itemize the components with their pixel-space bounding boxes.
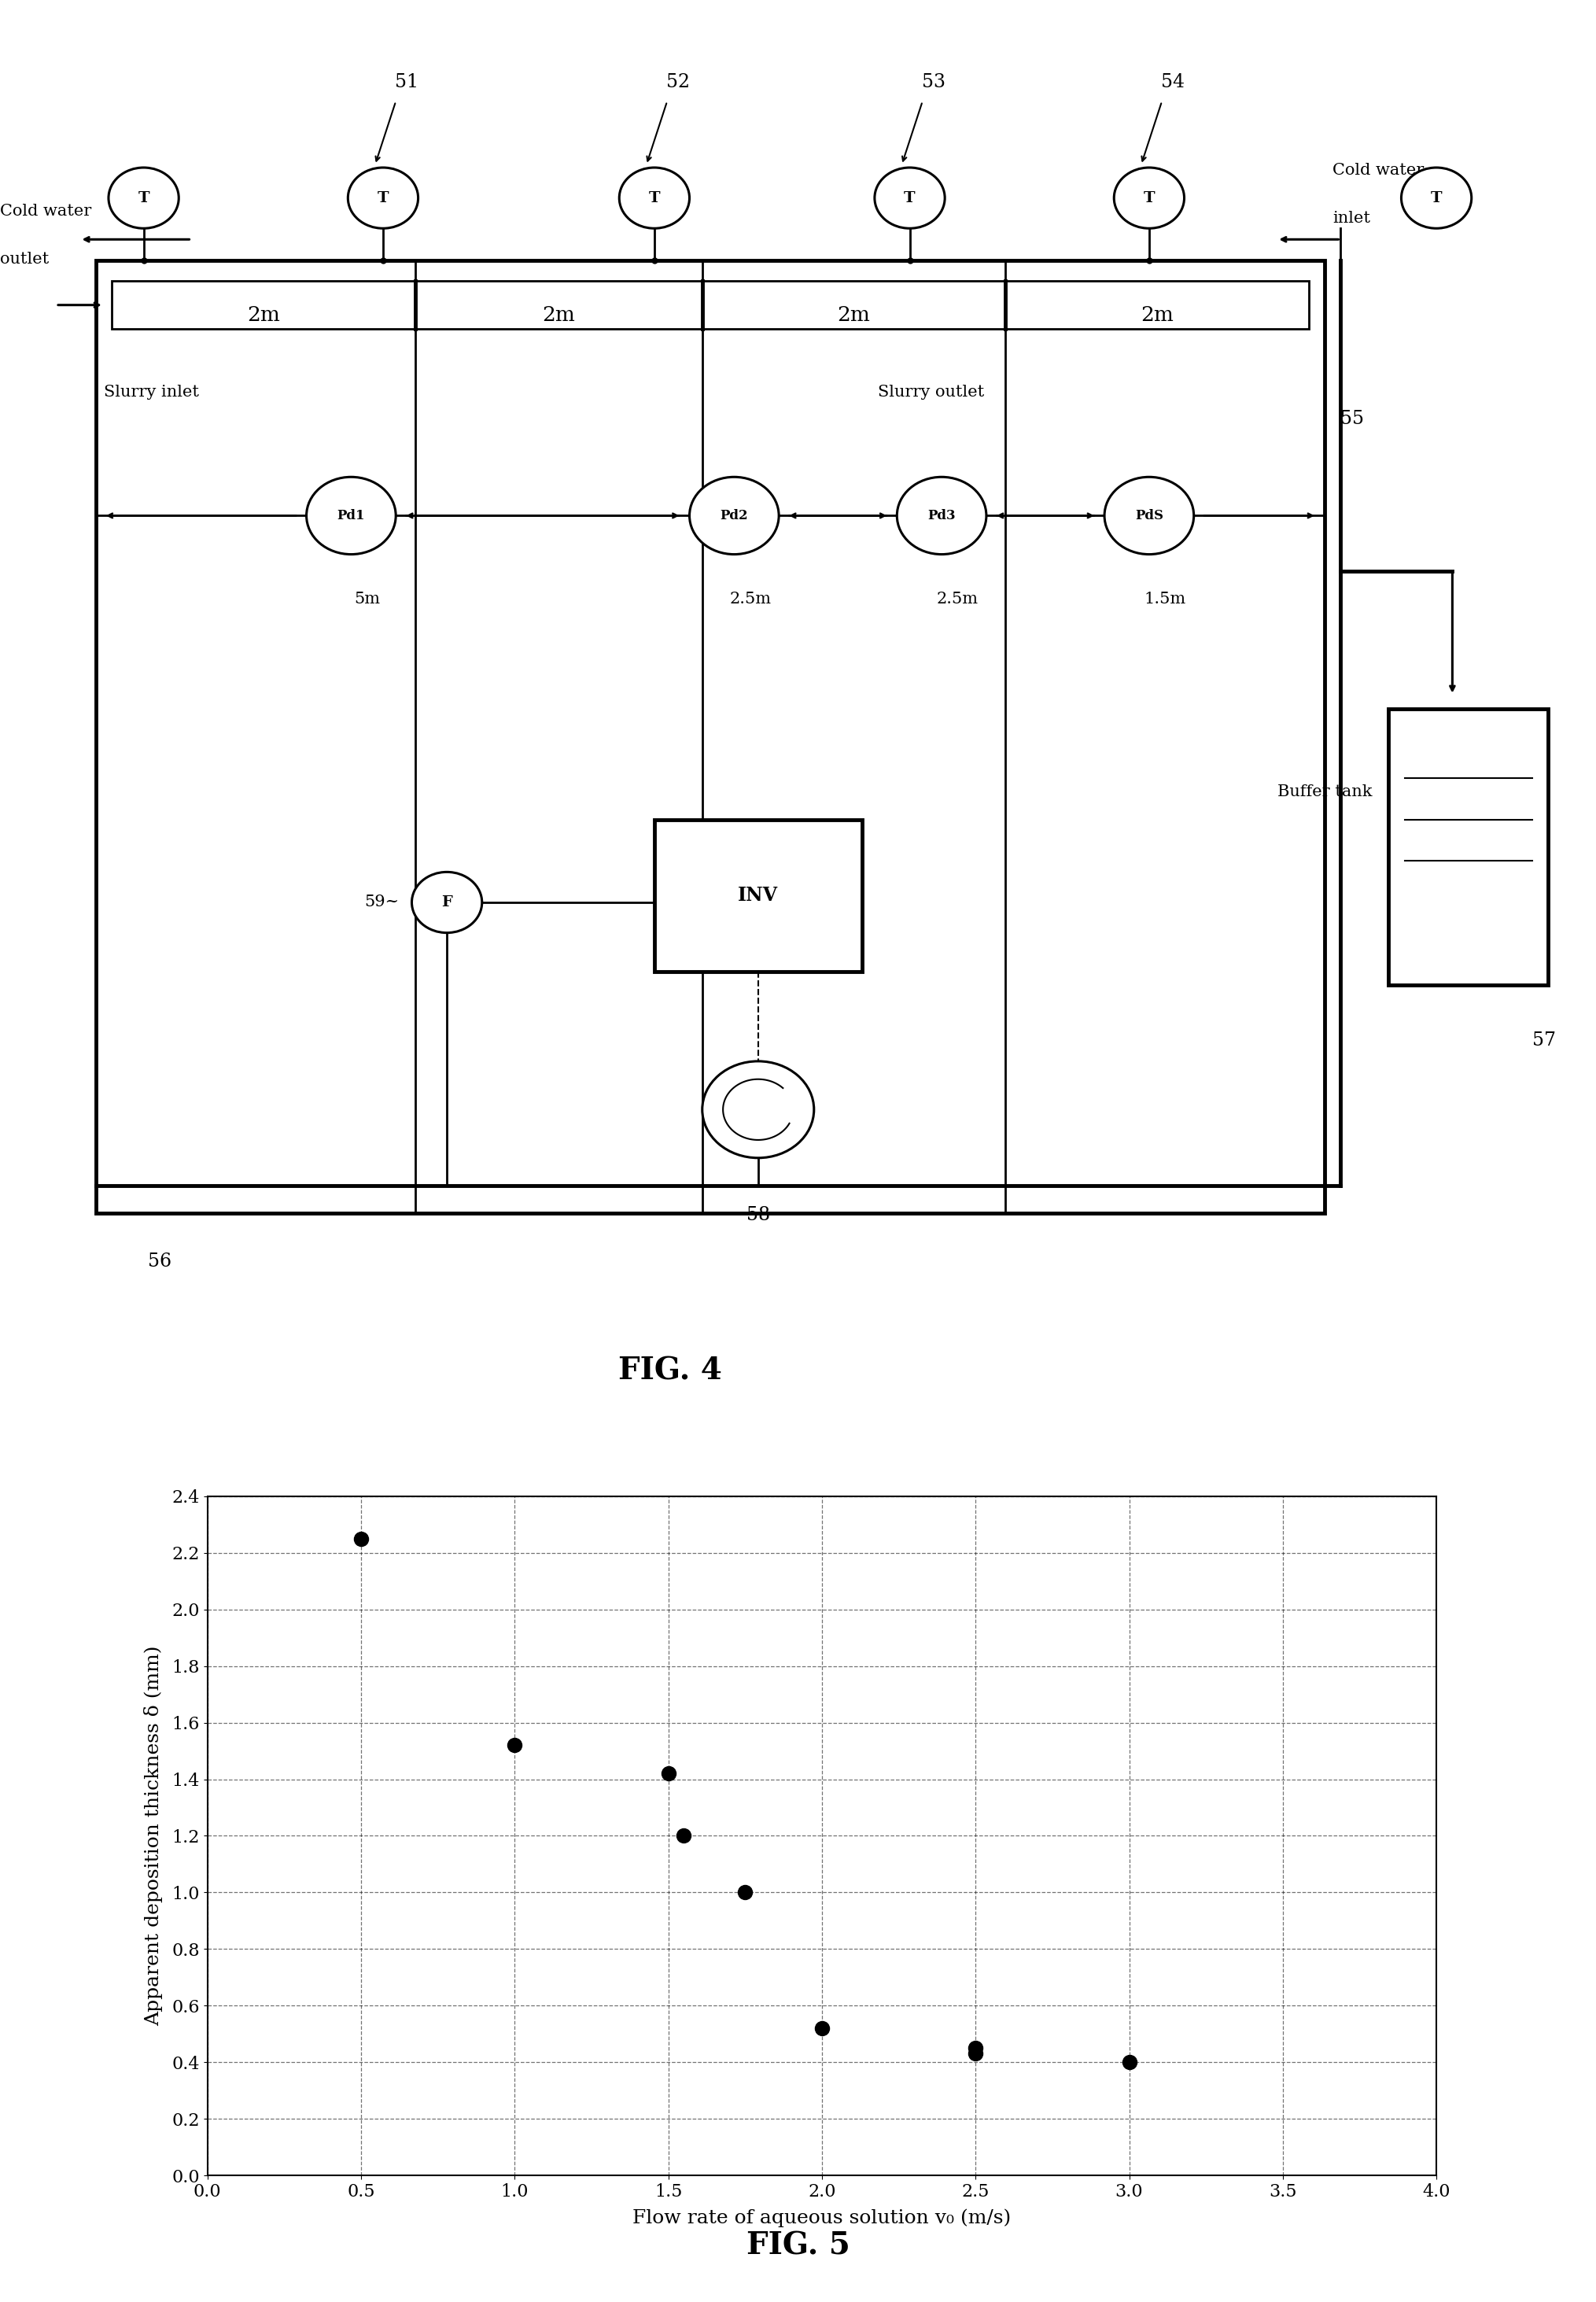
Text: inlet: inlet [1333,212,1371,226]
Text: T: T [903,191,916,205]
Circle shape [1401,168,1472,228]
Text: 2m: 2m [543,306,575,325]
Y-axis label: Apparent deposition thickness δ (mm): Apparent deposition thickness δ (mm) [144,1646,163,2026]
Point [348,1519,373,1556]
Text: outlet: outlet [0,251,49,267]
Circle shape [1104,477,1194,555]
Point [1117,2044,1143,2081]
Text: F: F [442,895,452,909]
Text: 2m: 2m [838,306,870,325]
Point [670,1819,696,1855]
Point [733,1874,758,1911]
Circle shape [875,168,945,228]
Text: T: T [1143,191,1156,205]
Text: 2m: 2m [247,306,279,325]
Circle shape [897,477,986,555]
Text: 2.5m: 2.5m [729,592,771,605]
Text: 2.5m: 2.5m [937,592,978,605]
Circle shape [619,168,689,228]
Text: 1.5m: 1.5m [1144,592,1186,605]
Circle shape [702,1061,814,1158]
Text: INV: INV [737,886,779,905]
Bar [654,820,862,971]
Text: T: T [377,191,389,205]
Circle shape [306,477,396,555]
Text: 55: 55 [1341,410,1365,428]
Text: T: T [1430,191,1443,205]
Point [962,2030,988,2067]
Text: Pd2: Pd2 [720,509,749,523]
Text: FIG. 5: FIG. 5 [747,2231,849,2261]
Circle shape [412,872,482,932]
Text: Buffer tank: Buffer tank [1278,785,1373,799]
Text: 52: 52 [667,74,689,92]
Text: PdS: PdS [1135,509,1163,523]
Text: FIG. 4: FIG. 4 [619,1356,721,1386]
Text: 56: 56 [148,1252,171,1271]
Text: Pd1: Pd1 [337,509,365,523]
Text: Slurry outlet: Slurry outlet [878,384,985,398]
Point [962,2035,988,2072]
Text: 57: 57 [1532,1031,1556,1050]
Bar [96,260,1325,1213]
Circle shape [109,168,179,228]
Circle shape [348,168,418,228]
Text: Cold water: Cold water [0,205,91,219]
Point [809,2010,835,2046]
Circle shape [1114,168,1184,228]
Circle shape [689,477,779,555]
Text: 54: 54 [1162,74,1184,92]
Text: T: T [137,191,150,205]
Text: 58: 58 [747,1206,769,1225]
Text: Cold water: Cold water [1333,163,1424,177]
X-axis label: Flow rate of aqueous solution v₀ (m/s): Flow rate of aqueous solution v₀ (m/s) [632,2210,1012,2228]
Point [656,1754,681,1791]
Point [501,1726,527,1763]
Text: 51: 51 [396,74,418,92]
Text: 59~: 59~ [364,895,399,909]
Text: 2m: 2m [1141,306,1173,325]
Bar [1389,709,1548,985]
Text: Slurry inlet: Slurry inlet [104,384,200,398]
Text: T: T [648,191,661,205]
Text: 5m: 5m [354,592,380,605]
Text: Pd3: Pd3 [927,509,956,523]
Text: 53: 53 [922,74,945,92]
Bar [112,281,1309,329]
